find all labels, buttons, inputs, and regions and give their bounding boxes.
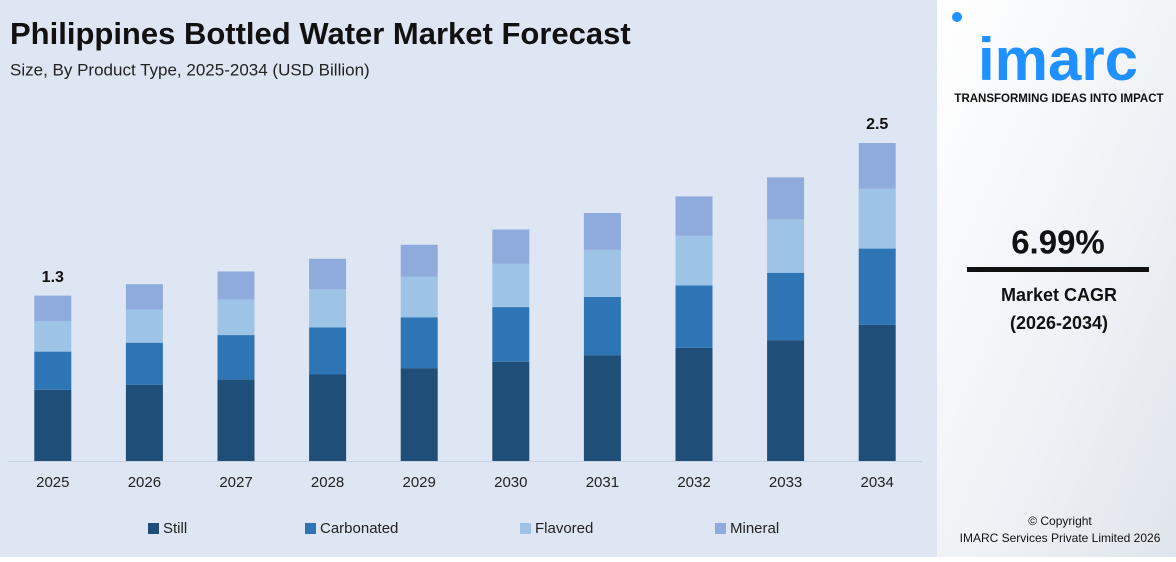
- cagr-period: (2026-2034): [1010, 313, 1108, 333]
- bar-segment: [675, 285, 713, 348]
- tagline: TRANSFORMING IDEAS INTO IMPACT: [954, 93, 1163, 105]
- cagr-label: Market CAGR: [1001, 285, 1117, 305]
- bar-segment: [675, 347, 713, 461]
- legend-label: Mineral: [730, 520, 779, 537]
- x-tick-label: 2032: [677, 474, 710, 491]
- bar-segment: [767, 219, 805, 273]
- x-tick-label: 2025: [36, 474, 69, 491]
- bar-segment: [767, 177, 805, 220]
- bar-segment: [858, 248, 896, 325]
- bar-segment: [675, 235, 713, 286]
- bar-segment: [309, 258, 347, 290]
- bar-segment: [492, 361, 530, 461]
- bar-segment: [767, 272, 805, 341]
- bar-segment: [492, 229, 530, 264]
- legend-swatch: [148, 523, 159, 534]
- bar-segment: [400, 317, 438, 369]
- legend-label: Flavored: [535, 520, 593, 537]
- logo-dot: [952, 12, 962, 22]
- bar-segment: [34, 295, 72, 322]
- legend-swatch: [305, 523, 316, 534]
- chart-title: Philippines Bottled Water Market Forecas…: [10, 16, 631, 51]
- bar-segment: [583, 296, 621, 356]
- bar-segment: [34, 351, 72, 390]
- x-tick-label: 2031: [586, 474, 619, 491]
- bar-segment: [583, 249, 621, 297]
- bar-segment: [34, 321, 72, 352]
- bar-segment: [492, 263, 530, 308]
- legend-swatch: [715, 523, 726, 534]
- bar-segment: [217, 299, 255, 336]
- cagr-rule: [967, 267, 1149, 272]
- bar-segment: [858, 188, 896, 249]
- x-tick-label: 2033: [769, 474, 802, 491]
- bar-segment: [217, 379, 255, 461]
- total-label: 1.3: [42, 269, 64, 286]
- bar-segment: [125, 309, 163, 343]
- company: IMARC Services Private Limited 2026: [960, 531, 1161, 545]
- copyright: © Copyright: [1028, 514, 1092, 528]
- legend-swatch: [520, 523, 531, 534]
- bar-segment: [125, 342, 163, 385]
- logo: imarc: [978, 26, 1138, 93]
- x-tick-label: 2028: [311, 474, 344, 491]
- legend-label: Carbonated: [320, 520, 398, 537]
- bar-segment: [400, 244, 438, 277]
- bar-segment: [492, 307, 530, 362]
- legend-label: Still: [163, 520, 187, 537]
- x-tick-label: 2034: [861, 474, 894, 491]
- bar-segment: [309, 289, 347, 328]
- x-tick-label: 2026: [128, 474, 161, 491]
- bar-segment: [767, 340, 805, 461]
- sidebar-background: [937, 0, 1176, 557]
- bar-segment: [309, 374, 347, 461]
- bar-segment: [34, 389, 72, 461]
- bar-segment: [583, 212, 621, 250]
- bar-segment: [583, 355, 621, 461]
- bar-segment: [309, 327, 347, 375]
- cagr-value: 6.99%: [1011, 224, 1105, 261]
- chart-subtitle: Size, By Product Type, 2025-2034 (USD Bi…: [10, 60, 370, 79]
- bar-segment: [858, 324, 896, 461]
- bar-segment: [400, 368, 438, 461]
- bar-segment: [217, 335, 255, 380]
- bar-segment: [858, 143, 896, 189]
- bar-segment: [400, 276, 438, 318]
- bar-segment: [675, 196, 713, 236]
- x-tick-label: 2030: [494, 474, 527, 491]
- bar-segment: [125, 384, 163, 461]
- x-tick-label: 2027: [219, 474, 252, 491]
- bar-segment: [125, 284, 163, 310]
- total-label: 2.5: [866, 116, 888, 133]
- x-tick-label: 2029: [403, 474, 436, 491]
- bar-segment: [217, 271, 255, 300]
